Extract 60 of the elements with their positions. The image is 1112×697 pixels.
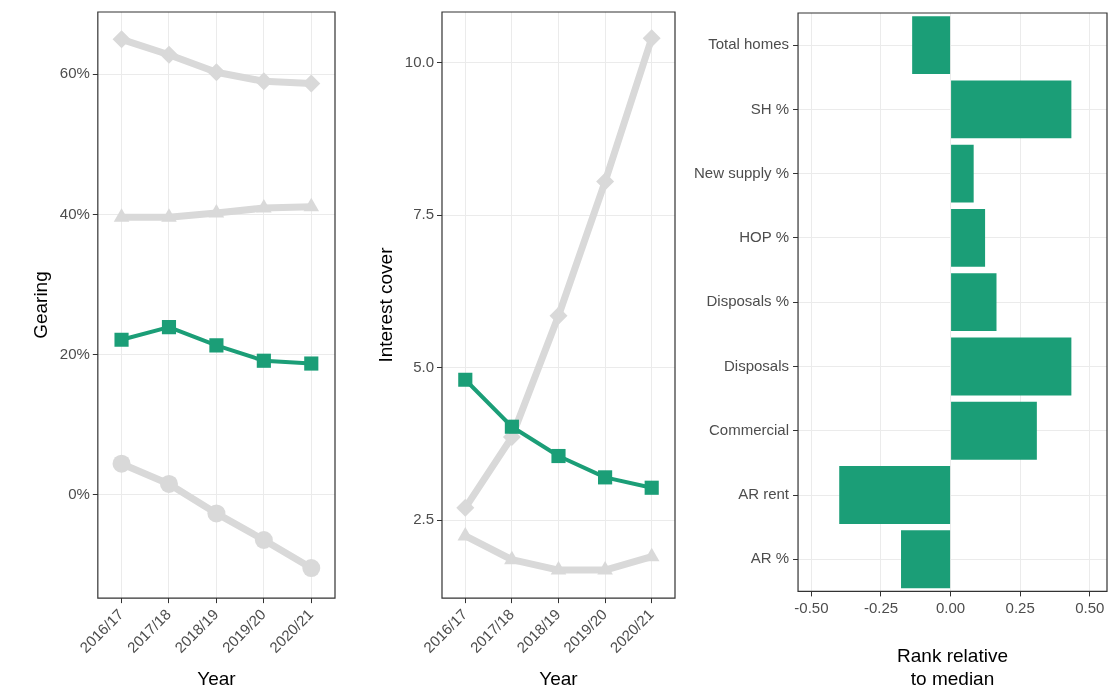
bar [951, 337, 1072, 396]
y-tick-label: 60% [59, 64, 90, 82]
x-tick-label: 0.50 [1075, 598, 1105, 616]
y-tick-label: Total homes [708, 35, 790, 53]
point [112, 30, 131, 49]
bar [951, 144, 974, 203]
bar [912, 16, 951, 75]
point [254, 531, 273, 550]
x-tick-label: -0.50 [794, 598, 829, 616]
x-tick-label: 0.25 [1005, 598, 1035, 616]
point [456, 498, 475, 517]
point [504, 419, 519, 434]
point [161, 320, 177, 335]
y-tick-label: AR rent [738, 485, 790, 503]
y-tick-label: 5.0 [413, 357, 434, 375]
y-tick-label: Disposals % [706, 292, 790, 310]
bar [951, 209, 986, 267]
y-tick-label: Disposals [724, 356, 790, 374]
y-tick-label: 7.5 [413, 205, 434, 223]
point [596, 172, 615, 191]
point [302, 559, 321, 578]
y-tick-label: 40% [59, 204, 90, 222]
y-tick-label: AR % [750, 549, 790, 567]
y-tick-label: 2.5 [413, 510, 434, 528]
x-axis-title: Year [197, 667, 237, 689]
point [256, 199, 272, 213]
x-axis-title: Rank relative to median [897, 645, 1008, 689]
point [642, 29, 661, 48]
y-tick-label: SH % [750, 99, 790, 117]
point [549, 306, 568, 325]
y-tick-label: Commercial [709, 420, 790, 438]
y-tick-label: New supply % [693, 163, 790, 181]
point [209, 338, 224, 353]
point [256, 353, 271, 368]
y-tick-label: 0% [68, 484, 90, 502]
point [644, 480, 659, 495]
point [112, 454, 131, 473]
point [550, 561, 567, 575]
x-tick-label: 0.00 [935, 598, 966, 616]
y-tick-label: HOP % [739, 228, 790, 246]
bar [951, 80, 1072, 139]
point [458, 372, 473, 387]
bar [951, 273, 997, 332]
x-axis-title: Year [539, 667, 579, 689]
point [598, 470, 613, 485]
x-tick-label: -0.25 [863, 598, 899, 616]
point [159, 474, 178, 493]
bar [951, 401, 1037, 460]
point [304, 356, 319, 371]
y-tick-label: 20% [59, 344, 90, 362]
y-tick-label: 10.0 [404, 52, 434, 70]
point [597, 561, 613, 575]
y-axis-title: Gearing [29, 271, 51, 339]
point [551, 448, 566, 464]
bar [901, 530, 951, 589]
point [114, 332, 129, 347]
point [207, 504, 226, 523]
point [159, 45, 178, 64]
bar [839, 466, 951, 524]
y-axis-title: Interest cover [374, 246, 396, 363]
